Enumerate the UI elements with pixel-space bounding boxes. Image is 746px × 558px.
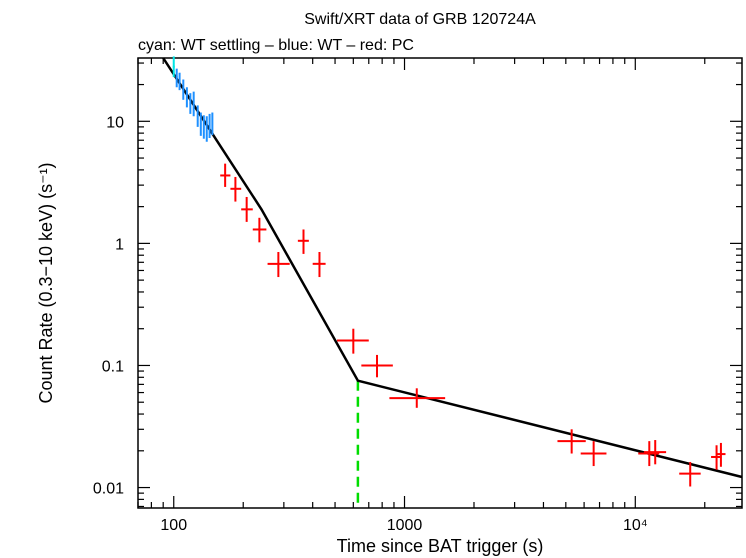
data-point-wt [182, 79, 185, 100]
data-point-wt [178, 72, 181, 91]
model-fit-line [162, 57, 743, 479]
y-tick-label: 0.1 [102, 358, 124, 375]
data-point-pc [297, 229, 309, 254]
data-point-pc [361, 354, 393, 378]
y-tick-label: 10 [106, 114, 124, 131]
data-point-pc [557, 429, 586, 454]
chart-title: Swift/XRT data of GRB 120724A [304, 11, 536, 28]
y-tick-label: 0.01 [93, 481, 124, 498]
data-point-pc [643, 440, 667, 465]
axis-ticks [137, 58, 742, 508]
data-point-wt [175, 68, 178, 88]
data-point-pc [267, 252, 290, 278]
data-point-pc [230, 176, 242, 202]
data-point-pc [220, 163, 231, 187]
data-point-pc [679, 461, 701, 487]
data-point-pc [580, 441, 607, 467]
plot-frame [137, 57, 743, 509]
data-point-pc [389, 388, 446, 408]
data-point-pc [312, 252, 326, 278]
data-point-pc [241, 196, 253, 222]
data-points-layer [172, 56, 726, 487]
data-point-wt [189, 93, 192, 114]
data-point-pc [711, 445, 722, 470]
data-point-wt [211, 112, 214, 136]
data-point-wt [202, 115, 205, 139]
data-point-pc [716, 442, 726, 467]
model-line-layer [162, 57, 743, 479]
chart-subtitle: cyan: WT settling – blue: WT – red: PC [138, 37, 414, 54]
x-tick-labels: 100 1000 10⁴ [160, 517, 647, 534]
y-tick-labels: 0.01 0.1 1 10 [93, 114, 124, 497]
x-axis-label: Time since BAT trigger (s) [337, 536, 544, 556]
data-point-wt [185, 87, 188, 108]
y-axis-label: Count Rate (0.3−10 keV) (s⁻¹) [36, 162, 56, 403]
data-point-wt [196, 105, 199, 127]
data-point-pc [337, 328, 369, 354]
data-point-wt [208, 113, 211, 138]
data-point-wt [192, 91, 195, 117]
y-tick-label: 1 [115, 236, 124, 253]
data-point-pc [252, 217, 267, 243]
x-tick-label: 100 [160, 517, 187, 534]
data-point-wt [205, 116, 208, 142]
data-point-wt [199, 112, 202, 136]
x-tick-label: 1000 [387, 517, 423, 534]
x-tick-label: 10⁴ [623, 517, 648, 534]
data-point-wt-settling [172, 56, 175, 78]
